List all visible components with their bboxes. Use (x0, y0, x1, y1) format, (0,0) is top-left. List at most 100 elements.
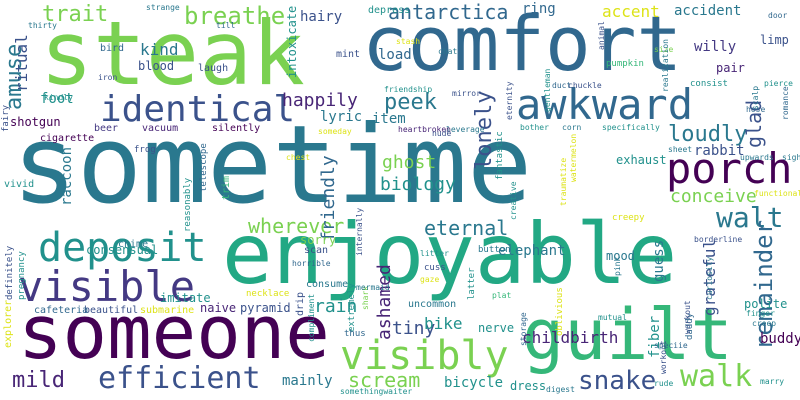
cloud-word: mild (12, 368, 65, 393)
cloud-word: willy (694, 39, 737, 55)
cloud-word: consist (690, 79, 728, 89)
cloud-word: fantastic (495, 131, 505, 180)
cloud-word: heartbroken (398, 125, 451, 134)
cloud-word: guess (651, 239, 667, 282)
cloud-word: scan (304, 245, 329, 256)
cloud-word: curiosity (705, 256, 714, 300)
cloud-word: storage (519, 312, 528, 346)
cloud-word: limp (760, 33, 789, 47)
cloud-word: efficient (98, 361, 261, 396)
cloud-word: thirty (28, 21, 57, 30)
cloud-word: scalp (751, 85, 760, 110)
cloud-word: someday (318, 127, 352, 136)
cloud-word: hairy (300, 9, 343, 25)
cloud-word: pumpkin (606, 59, 644, 69)
cloud-word: imitate (160, 291, 211, 305)
cloud-word: bicycle (444, 375, 504, 391)
cloud-word: childbirth (522, 328, 619, 347)
cloud-word: leverage (446, 125, 485, 134)
cloud-word: happily (282, 90, 358, 111)
cloud-word: button (478, 245, 511, 255)
cloud-word: exhaust (616, 153, 667, 167)
cloud-word: comfort (362, 0, 683, 88)
cloud-word: friendly (318, 155, 339, 242)
cloud-word: telescope (199, 143, 209, 192)
cloud-word: item (372, 111, 406, 127)
cloud-word: realization (661, 39, 670, 92)
cloud-word: ghost (382, 152, 437, 173)
cloud-word: foot (40, 91, 74, 107)
cloud-word: mint (336, 49, 361, 60)
cloud-word: reasonably (183, 177, 193, 232)
cloud-word: litter (420, 249, 449, 258)
cloud-word: fairy (1, 104, 11, 132)
cloud-word: vacuum (142, 123, 179, 134)
cloud-word: awkward (516, 80, 694, 129)
cloud-word: breathe (184, 2, 286, 30)
cloud-word: hose (746, 105, 766, 114)
cloud-word: watermelon (569, 133, 578, 182)
cloud-word: antarctica (388, 0, 509, 24)
cloud-word: rain (314, 296, 358, 317)
cloud-word: oblivious (555, 287, 565, 336)
cloud-word: workout (659, 340, 668, 374)
cloud-word: gentleman (543, 68, 552, 112)
cloud-word: corn (562, 123, 582, 132)
cloud-word: elephant (498, 243, 566, 259)
cloud-word: lyric (320, 109, 363, 125)
cloud-word: cuss (424, 263, 446, 273)
cloud-word: necklace (246, 289, 290, 299)
cloud-word: ring (522, 1, 556, 17)
cloud-word: workout (683, 300, 692, 334)
cloud-word: thus (344, 329, 366, 339)
cloud-word: nerve (478, 321, 515, 335)
cloud-word: plat (492, 291, 512, 300)
cloud-word: mirror (452, 89, 481, 98)
cloud-word: vivid (4, 179, 35, 190)
cloud-word: drip (295, 291, 306, 316)
cloud-word: speciie (654, 341, 688, 350)
cloud-word: mutual (598, 313, 627, 322)
cloud-word: naive (200, 301, 237, 315)
cloud-word: steak (40, 2, 305, 105)
cloud-word: depress (368, 5, 411, 16)
cloud-word: peek (384, 90, 437, 115)
cloud-word: marry (760, 377, 785, 386)
cloud-word: tiny (392, 318, 436, 339)
cloud-word: somethingwaiter (340, 387, 413, 396)
cloud-word: chest (286, 153, 311, 162)
cloud-word: duct (552, 81, 572, 90)
cloud-word: pyramid (240, 301, 291, 315)
cloud-word: size (654, 45, 674, 54)
cloud-word: pink (613, 256, 622, 276)
cloud-word: sorry (300, 233, 337, 247)
cloud-word: creative (509, 181, 518, 220)
cloud-word: traumatize (559, 157, 568, 206)
cloud-word: strange (146, 3, 180, 12)
cloud-word: digest (546, 385, 575, 394)
cloud-word: iron (98, 73, 118, 82)
cloud-word: bother (520, 123, 549, 132)
cloud-word: friendship (384, 85, 433, 94)
cloud-word: biology (380, 174, 456, 195)
cloud-word: functional (754, 189, 800, 198)
cloud-word: eternity (505, 81, 514, 120)
cloud-word: deposit (38, 225, 207, 271)
cloud-word: mermaid (356, 283, 390, 292)
cloud-word: polite (744, 297, 788, 311)
cloud-word: nude (432, 129, 452, 138)
cloud-word: enjoyable (222, 205, 678, 303)
cloud-word: ritual (12, 34, 31, 92)
cloud-word: beautiful (84, 305, 139, 316)
cloud-word: eternal (424, 216, 509, 240)
cloud-word: sometime (12, 103, 533, 228)
cloud-word: dress (510, 379, 547, 393)
cloud-word: sigh (782, 153, 800, 162)
cloud-word: gaze (420, 275, 440, 284)
cloud-word: explorer (3, 299, 14, 348)
cloud-word: latter (467, 267, 477, 300)
cloud-word: pregnancy (17, 251, 27, 300)
cloud-word: mainly (282, 373, 333, 389)
cloud-word: trait (42, 2, 109, 27)
cloud-word: silently (212, 123, 261, 134)
